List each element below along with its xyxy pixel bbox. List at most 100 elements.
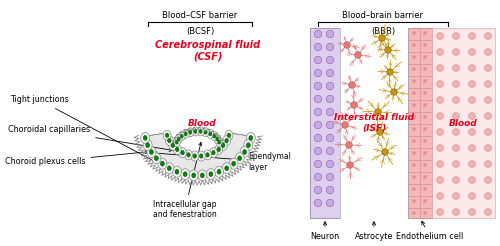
Circle shape [326,69,334,77]
Circle shape [412,115,416,119]
Circle shape [423,55,427,59]
Circle shape [436,96,444,104]
Ellipse shape [168,138,171,143]
Circle shape [412,139,416,143]
Ellipse shape [165,163,174,174]
Circle shape [326,173,334,181]
Circle shape [484,160,492,168]
Ellipse shape [249,136,252,140]
Ellipse shape [216,138,223,147]
Text: Blood–brain barrier: Blood–brain barrier [342,11,423,20]
Circle shape [412,175,416,179]
Ellipse shape [206,153,209,157]
Ellipse shape [214,144,222,154]
Circle shape [377,129,384,135]
Circle shape [436,64,444,72]
Ellipse shape [166,136,173,146]
Text: Endothelium cell: Endothelium cell [396,221,464,241]
Circle shape [468,128,475,136]
Bar [408,28,432,218]
Text: Choroidal capillaries: Choroidal capillaries [8,125,172,151]
Ellipse shape [200,173,204,178]
Text: (BBB): (BBB) [371,27,395,36]
Circle shape [452,48,460,56]
Circle shape [326,121,334,129]
Ellipse shape [207,129,214,138]
Ellipse shape [209,172,213,176]
Circle shape [423,91,427,95]
Circle shape [412,43,416,47]
Text: Intracellular gap
and fenestration: Intracellular gap and fenestration [153,142,217,219]
Ellipse shape [175,135,182,143]
Circle shape [468,64,475,72]
Circle shape [342,122,348,128]
Ellipse shape [175,169,179,174]
Circle shape [436,160,444,168]
Circle shape [314,199,322,207]
Ellipse shape [171,143,174,148]
Ellipse shape [189,130,192,134]
Ellipse shape [216,137,219,141]
Circle shape [452,128,460,136]
Circle shape [468,209,475,215]
Circle shape [382,149,388,155]
Bar [340,28,408,218]
Circle shape [484,112,492,120]
Circle shape [484,80,492,88]
Circle shape [344,42,350,48]
Circle shape [412,67,416,71]
Ellipse shape [204,130,207,134]
Ellipse shape [244,140,253,151]
Ellipse shape [197,151,205,161]
Circle shape [314,30,322,38]
Circle shape [436,112,444,120]
Ellipse shape [222,136,230,146]
Circle shape [314,95,322,103]
Circle shape [326,30,334,38]
Text: Blood–CSF barrier: Blood–CSF barrier [162,11,238,20]
Circle shape [314,134,322,142]
Ellipse shape [177,137,180,141]
Circle shape [346,142,352,148]
Circle shape [452,160,460,168]
Ellipse shape [163,130,171,140]
Ellipse shape [184,150,192,160]
Ellipse shape [143,140,152,151]
Circle shape [484,209,492,215]
Circle shape [314,82,322,90]
Circle shape [484,144,492,152]
Circle shape [412,187,416,191]
Ellipse shape [217,169,221,174]
Text: Choroid plexus cells: Choroid plexus cells [5,150,148,167]
Circle shape [412,163,416,167]
Circle shape [412,103,416,107]
Ellipse shape [229,158,238,169]
Circle shape [326,56,334,64]
Circle shape [314,147,322,155]
Circle shape [468,32,475,40]
Ellipse shape [197,127,204,136]
Circle shape [452,144,460,152]
Ellipse shape [213,134,216,138]
Circle shape [314,160,322,168]
Circle shape [387,69,393,75]
Circle shape [423,211,427,215]
Text: Blood: Blood [188,119,216,127]
Circle shape [484,48,492,56]
Ellipse shape [202,128,209,137]
Circle shape [423,139,427,143]
Text: Tight junctions: Tight junctions [10,95,175,172]
Circle shape [423,115,427,119]
Ellipse shape [192,127,199,136]
Text: Ependymal
layer: Ependymal layer [153,152,291,172]
Circle shape [452,96,460,104]
Ellipse shape [160,161,164,166]
Ellipse shape [180,134,183,138]
Circle shape [484,128,492,136]
Ellipse shape [225,166,228,170]
Circle shape [326,199,334,207]
Ellipse shape [147,147,156,157]
Circle shape [423,163,427,167]
Ellipse shape [182,129,189,138]
Ellipse shape [150,150,154,154]
